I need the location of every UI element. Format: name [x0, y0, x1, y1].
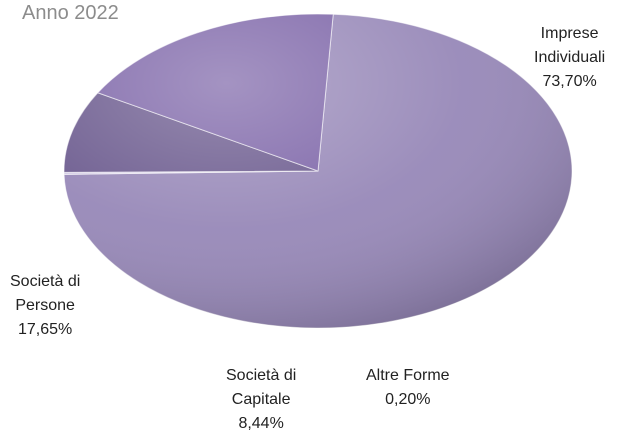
chart-title: Anno 2022 — [22, 2, 119, 24]
label-societa-di-persone-value: 17,65% — [18, 321, 73, 338]
label-imprese-individuali-value: 73,70% — [542, 73, 597, 90]
label-societa-di-persone: Società di Persone 17,65% — [10, 270, 80, 342]
label-societa-di-capitale: Società di Capitale 8,44% — [226, 364, 296, 436]
label-societa-di-capitale-line2: Capitale — [231, 391, 291, 408]
label-altre-forme-line1: Altre Forme — [366, 367, 450, 384]
label-altre-forme: Altre Forme 0,20% — [366, 364, 450, 412]
label-societa-di-persone-line1: Società di — [10, 273, 81, 290]
label-societa-di-persone-line2: Persone — [15, 297, 75, 314]
label-imprese-individuali-line2: Individuali — [534, 49, 606, 66]
label-societa-di-capitale-value: 8,44% — [238, 415, 284, 432]
label-imprese-individuali: Imprese Individuali 73,70% — [534, 22, 605, 94]
label-imprese-individuali-line1: Imprese — [540, 25, 599, 42]
label-altre-forme-value: 0,20% — [385, 391, 431, 408]
label-societa-di-capitale-line1: Società di — [226, 367, 297, 384]
